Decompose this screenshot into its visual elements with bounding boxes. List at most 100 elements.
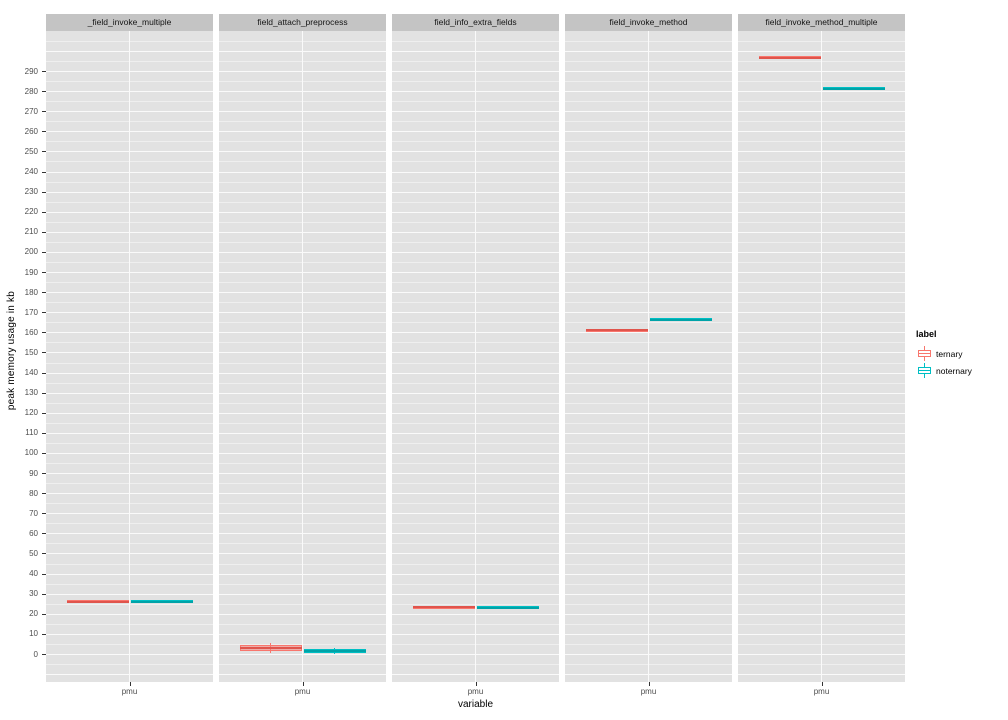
x-tick-label: pmu — [813, 687, 830, 696]
y-tick-label: 70 — [29, 508, 38, 518]
facet-panel — [392, 31, 559, 682]
y-tick-mark — [42, 71, 46, 72]
boxplot-median — [130, 600, 193, 603]
y-tick-mark — [42, 493, 46, 495]
y-tick-label: 100 — [24, 448, 38, 458]
y-tick-label: 150 — [24, 347, 38, 357]
x-tick-label: pmu — [294, 687, 311, 696]
y-tick-label: 130 — [24, 388, 38, 398]
y-tick-mark — [42, 91, 46, 93]
y-tick-mark — [42, 171, 46, 173]
y-tick-mark — [42, 654, 46, 655]
y-tick-mark — [42, 573, 46, 575]
y-tick-mark — [42, 251, 46, 253]
boxplot-median — [822, 87, 885, 90]
x-tick-label: pmu — [121, 687, 138, 696]
y-tick-label: 180 — [24, 287, 38, 297]
y-tick-mark — [42, 593, 46, 595]
boxplot-median — [476, 606, 539, 609]
x-tick-mark — [821, 682, 823, 686]
y-tick-mark — [42, 292, 46, 294]
y-tick-mark — [42, 633, 46, 635]
boxplot-median — [649, 318, 712, 321]
y-tick-label: 260 — [24, 126, 38, 136]
legend: label ternary noternary — [916, 329, 1008, 379]
y-tick-label: 210 — [24, 227, 38, 237]
y-tick-mark — [42, 533, 46, 535]
boxplot-median — [66, 600, 129, 603]
x-tick-mark — [302, 682, 304, 686]
x-tick-label: pmu — [640, 687, 657, 696]
x-tick-label: pmu — [467, 687, 484, 696]
y-tick-mark — [42, 111, 46, 113]
y-tick-label: 110 — [25, 428, 38, 438]
y-tick-mark — [42, 312, 46, 314]
y-tick-mark — [42, 372, 46, 374]
x-axis-title: variable — [457, 699, 494, 710]
facet-strip: field_attach_preprocess — [219, 14, 386, 31]
y-tick-mark — [42, 553, 46, 555]
legend-item-label: ternary — [936, 348, 963, 359]
y-tick-label: 190 — [24, 267, 38, 277]
noternary-boxplot-key-icon — [916, 362, 933, 379]
y-tick-label: 280 — [24, 86, 38, 96]
y-tick-label: 20 — [29, 609, 38, 619]
y-tick-label: 60 — [29, 528, 38, 538]
y-tick-label: 80 — [29, 488, 38, 498]
y-tick-label: 90 — [29, 468, 38, 478]
facet-strip: field_invoke_method — [565, 14, 732, 31]
gridline-x — [821, 31, 822, 682]
gridline-x — [648, 31, 649, 682]
legend-items: ternary noternary — [916, 345, 1008, 379]
y-tick-label: 140 — [24, 368, 38, 378]
y-tick-mark — [42, 452, 46, 454]
y-tick-label: 50 — [29, 548, 38, 558]
boxplot-median — [303, 650, 366, 653]
boxplot-median — [412, 606, 475, 609]
y-tick-label: 0 — [33, 649, 38, 659]
y-tick-label: 220 — [24, 207, 38, 217]
facet-title: field_invoke_method_multiple — [765, 17, 878, 27]
facet-strip: field_info_extra_fields — [392, 14, 559, 31]
gridline-x — [475, 31, 476, 682]
y-tick-label: 290 — [24, 66, 38, 76]
y-tick-label: 250 — [24, 146, 38, 156]
y-tick-label: 40 — [29, 569, 38, 579]
y-tick-mark — [42, 613, 46, 615]
y-tick-mark — [42, 352, 46, 354]
facet-panel — [738, 31, 905, 682]
boxplot-median — [585, 329, 648, 332]
facet-title: field_attach_preprocess — [257, 17, 348, 27]
facet-title: _field_invoke_multiple — [87, 17, 172, 27]
facet-strip: _field_invoke_multiple — [46, 14, 213, 31]
y-tick-mark — [42, 473, 46, 475]
legend-item: noternary — [916, 362, 1008, 379]
y-tick-mark — [42, 392, 46, 394]
ternary-boxplot-key-icon — [916, 345, 933, 362]
x-tick-mark — [475, 682, 477, 686]
y-tick-label: 200 — [24, 247, 38, 257]
facet-strip: field_invoke_method_multiple — [738, 14, 905, 31]
facet-title: field_info_extra_fields — [434, 17, 517, 27]
y-tick-label: 120 — [24, 408, 38, 418]
gridline-x — [302, 31, 303, 682]
y-tick-mark — [42, 272, 46, 274]
x-tick-mark — [648, 682, 650, 686]
y-tick-label: 170 — [24, 307, 38, 317]
facet-panel — [565, 31, 732, 682]
y-tick-mark — [42, 513, 46, 515]
legend-title: label — [916, 329, 937, 339]
y-tick-mark — [42, 412, 46, 414]
boxplot-median — [239, 646, 302, 649]
y-tick-label: 160 — [24, 327, 38, 337]
facet-title: field_invoke_method — [609, 17, 688, 27]
y-tick-mark — [42, 231, 46, 233]
y-tick-label: 10 — [29, 629, 38, 639]
y-tick-mark — [42, 151, 46, 153]
y-tick-label: 30 — [29, 589, 38, 599]
boxplot-median — [758, 56, 821, 59]
y-tick-mark — [42, 191, 46, 193]
y-tick-mark — [42, 211, 46, 213]
legend-item: ternary — [916, 345, 1008, 362]
